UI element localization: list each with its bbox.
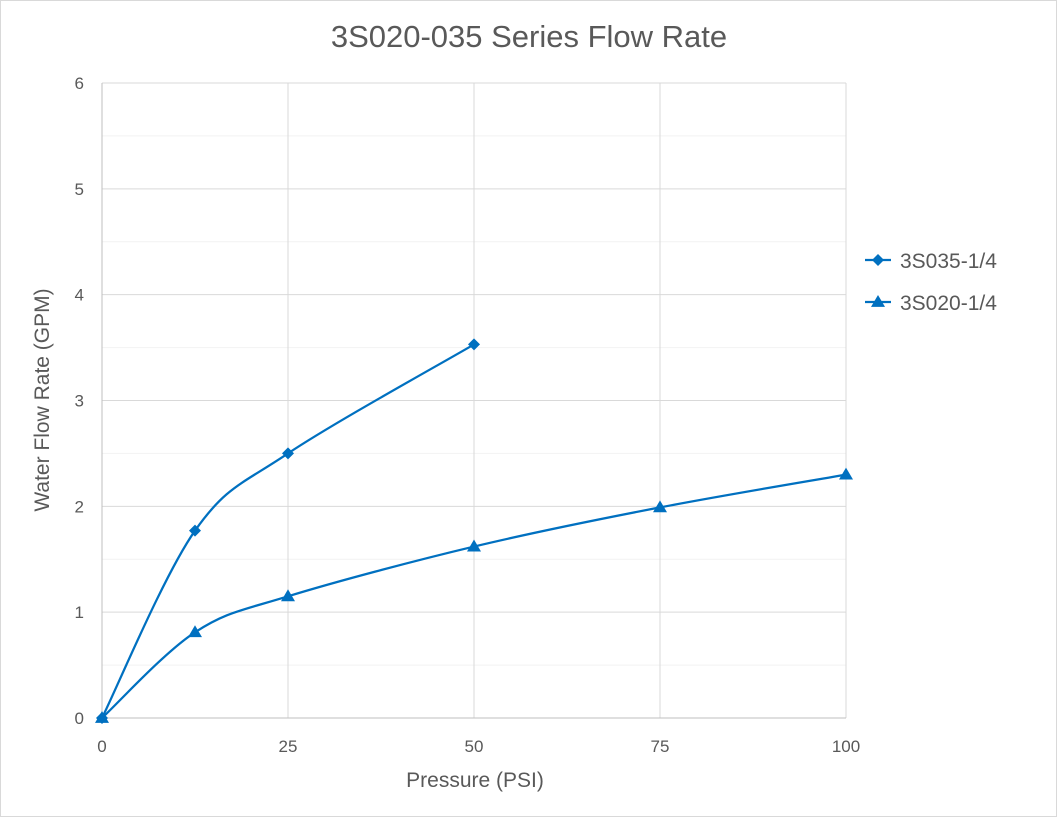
series-2	[95, 467, 853, 723]
y-axis-title: Water Flow Rate (GPM)	[31, 288, 54, 511]
y-tick-label: 4	[75, 286, 84, 305]
chart-title: 3S020-035 Series Flow Rate	[331, 19, 727, 54]
legend-label: 3S035-1/4	[900, 250, 997, 273]
data-point	[653, 500, 667, 513]
x-axis-ticks: 0 25 50 75 100	[97, 737, 860, 756]
legend-marker	[871, 295, 885, 307]
y-tick-label: 5	[75, 180, 84, 199]
series-line	[100, 343, 475, 719]
series-layer	[95, 338, 853, 724]
x-tick-label: 100	[832, 737, 860, 756]
data-point	[839, 467, 853, 480]
data-point	[188, 625, 202, 638]
x-tick-label: 0	[97, 737, 106, 756]
data-point	[189, 524, 201, 537]
x-tick-label: 75	[651, 737, 670, 756]
data-point	[281, 589, 295, 602]
legend-marker	[872, 254, 884, 266]
x-axis-title: Pressure (PSI)	[406, 769, 544, 792]
y-axis-ticks: 0 1 2 3 4 5 6	[75, 74, 84, 728]
y-tick-label: 6	[75, 74, 84, 93]
data-point	[468, 338, 480, 351]
y-tick-label: 3	[75, 392, 84, 411]
data-point	[467, 539, 481, 552]
data-point	[282, 447, 294, 460]
data-point	[95, 711, 109, 723]
legend-item: 3S035-1/4	[865, 250, 997, 273]
legend-item: 3S020-1/4	[865, 292, 997, 315]
legend: 3S035-1/4 3S020-1/4	[865, 250, 997, 315]
y-tick-label: 2	[75, 497, 84, 516]
y-tick-label: 0	[75, 709, 84, 728]
legend-label: 3S020-1/4	[900, 292, 997, 315]
x-tick-label: 25	[279, 737, 298, 756]
y-tick-label: 1	[75, 603, 84, 622]
grid-lines	[101, 82, 847, 719]
x-tick-label: 50	[465, 737, 484, 756]
